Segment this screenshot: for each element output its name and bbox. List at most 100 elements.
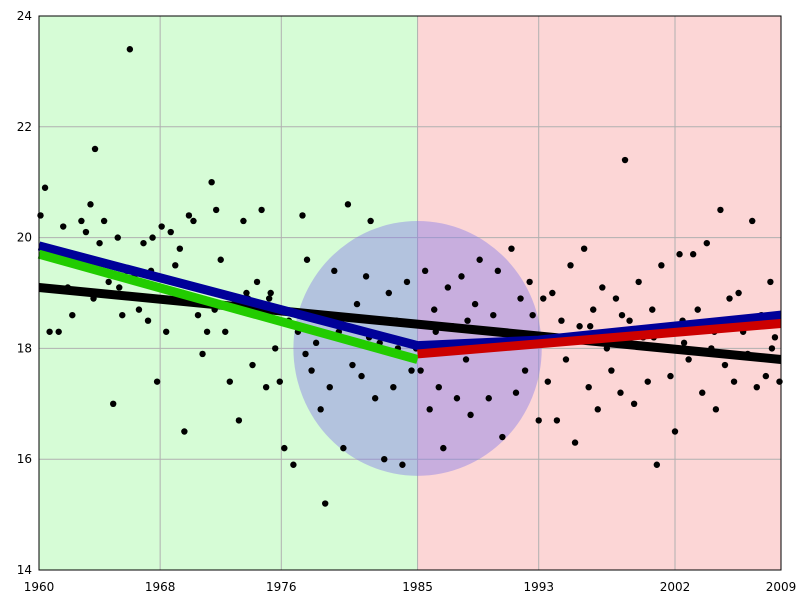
- data-point-15: [105, 278, 112, 286]
- data-point-139: [667, 372, 674, 380]
- y-tick-label-2: 18: [17, 341, 32, 355]
- data-point-84: [417, 367, 424, 374]
- y-tick-label-5: 24: [17, 9, 32, 23]
- data-point-163: [776, 378, 783, 385]
- data-point-85: [421, 267, 429, 275]
- data-point-99: [485, 395, 492, 402]
- data-point-182: [618, 311, 626, 319]
- x-tick-label-0: 1960: [24, 580, 55, 594]
- y-tick-label-0: 14: [17, 563, 32, 577]
- data-point-82: [408, 367, 415, 374]
- data-point-152: [726, 295, 733, 302]
- background-regions: [39, 16, 781, 570]
- data-point-107: [521, 367, 529, 374]
- data-point-1: [41, 184, 49, 191]
- data-point-25: [149, 234, 156, 241]
- data-point-149: [712, 406, 720, 413]
- data-point-80: [399, 461, 406, 468]
- data-point-95: [467, 411, 474, 419]
- data-point-27: [158, 223, 165, 230]
- data-point-11: [87, 201, 94, 208]
- data-point-18: [119, 311, 126, 319]
- data-point-104: [508, 245, 515, 252]
- data-point-5: [60, 223, 67, 230]
- data-point-179: [529, 311, 536, 319]
- data-point-112: [544, 378, 551, 385]
- data-point-147: [703, 239, 710, 247]
- data-point-97: [476, 256, 483, 263]
- data-point-63: [322, 500, 329, 507]
- data-point-31: [176, 245, 184, 252]
- data-point-106: [517, 295, 524, 302]
- data-point-48: [253, 278, 261, 286]
- data-point-170: [243, 289, 250, 297]
- data-point-177: [464, 317, 471, 324]
- y-tick-label-1: 16: [17, 452, 32, 466]
- data-point-128: [617, 389, 624, 396]
- data-point-40: [217, 256, 224, 263]
- data-point-150: [717, 206, 724, 214]
- data-point-37: [203, 328, 211, 335]
- data-point-41: [222, 328, 229, 335]
- x-tick-label-4: 1993: [523, 580, 554, 594]
- data-point-28: [163, 328, 170, 335]
- data-point-61: [312, 339, 320, 347]
- data-point-47: [249, 361, 256, 369]
- data-point-143: [685, 356, 692, 363]
- data-point-64: [326, 383, 333, 391]
- data-point-101: [494, 267, 502, 275]
- data-point-36: [199, 350, 206, 358]
- data-point-53: [276, 378, 283, 385]
- y-tick-label-3: 20: [17, 231, 32, 245]
- data-point-90: [444, 284, 452, 291]
- data-point-114: [553, 417, 561, 424]
- data-point-122: [590, 306, 597, 313]
- trend-lines: [37, 241, 782, 364]
- x-tick-label-5: 2002: [660, 580, 691, 594]
- x-tick-label-3: 1985: [402, 580, 433, 594]
- data-point-54: [281, 444, 288, 452]
- x-tick-label-2: 1976: [266, 580, 297, 594]
- data-point-92: [453, 395, 461, 402]
- data-point-171: [265, 295, 273, 302]
- data-point-141: [676, 251, 683, 258]
- data-point-134: [644, 378, 651, 385]
- data-point-105: [512, 389, 520, 396]
- data-point-62: [317, 406, 324, 413]
- data-point-65: [331, 267, 338, 275]
- data-point-20: [126, 46, 134, 53]
- data-point-172: [302, 350, 309, 358]
- data-point-30: [172, 262, 179, 269]
- data-point-102: [499, 433, 506, 441]
- data-point-26: [153, 378, 161, 385]
- data-point-140: [671, 428, 679, 435]
- data-point-32: [181, 428, 188, 435]
- data-point-120: [580, 245, 588, 252]
- data-point-117: [567, 262, 574, 269]
- data-point-187: [768, 345, 776, 352]
- data-point-136: [653, 461, 661, 468]
- trend-line-1: [37, 241, 782, 351]
- data-point-87: [431, 306, 438, 313]
- data-point-157: [749, 217, 756, 225]
- data-point-58: [299, 212, 306, 219]
- data-point-110: [535, 417, 542, 424]
- data-point-12: [91, 145, 99, 153]
- data-point-123: [594, 406, 601, 413]
- data-point-115: [558, 317, 565, 324]
- data-point-135: [649, 306, 656, 313]
- data-point-181: [587, 323, 594, 330]
- data-point-45: [240, 217, 247, 225]
- data-point-50: [262, 383, 270, 391]
- data-point-160: [762, 372, 770, 380]
- y-tick-label-4: 22: [17, 120, 32, 134]
- data-point-158: [753, 383, 760, 391]
- data-point-100: [490, 311, 497, 319]
- data-point-34: [190, 217, 197, 225]
- data-point-38: [208, 179, 215, 186]
- data-point-96: [471, 300, 479, 308]
- data-point-4: [55, 328, 62, 335]
- data-point-94: [462, 356, 470, 363]
- y-tick-labels: 14 16 18 20 22 24: [17, 9, 32, 577]
- data-point-17: [114, 234, 121, 241]
